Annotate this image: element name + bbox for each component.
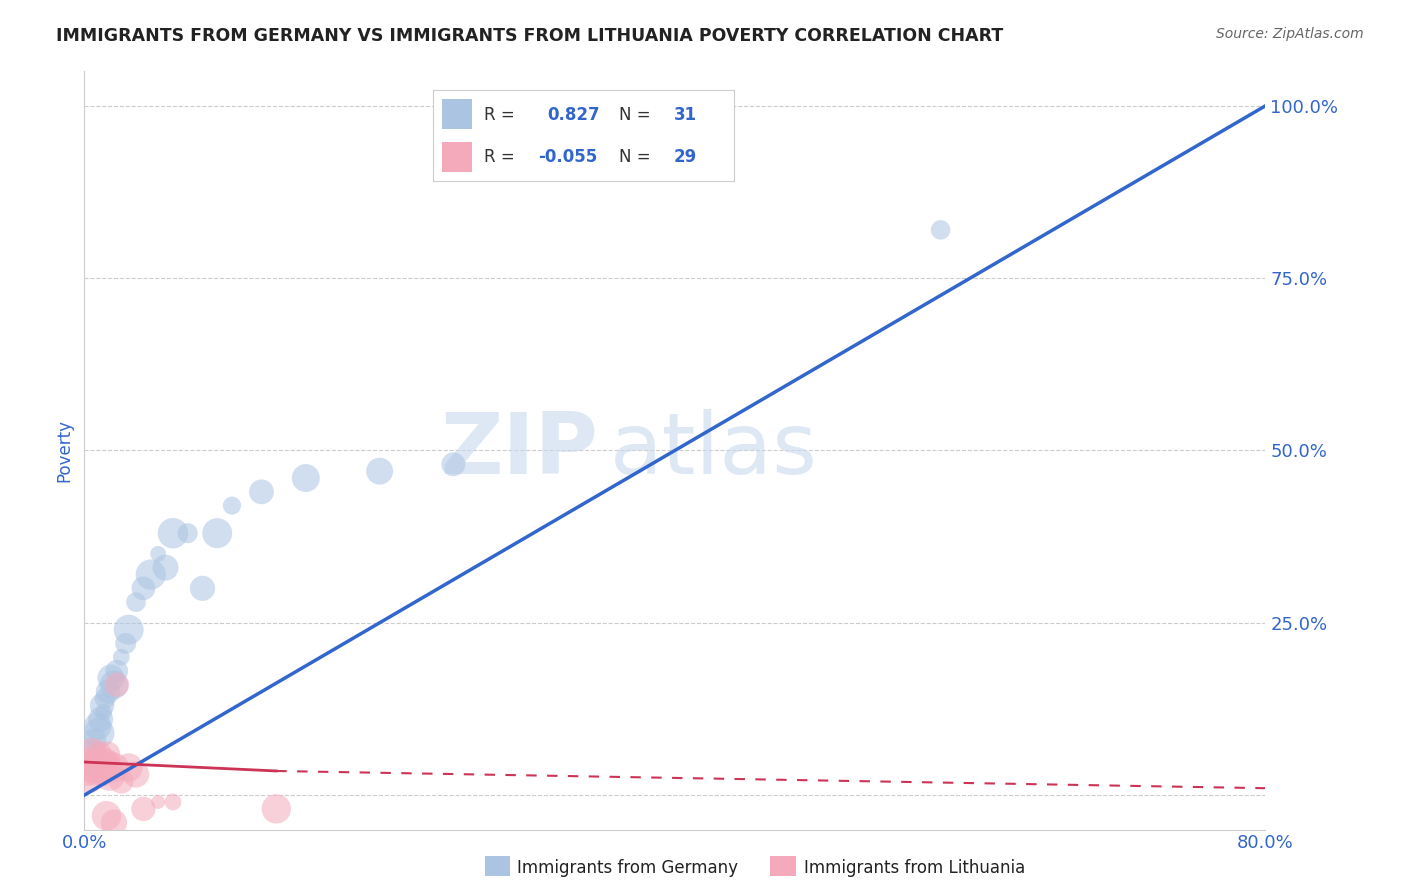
Point bbox=[91, 698, 114, 713]
Point bbox=[148, 795, 170, 809]
Point bbox=[93, 767, 115, 781]
Text: IMMIGRANTS FROM GERMANY VS IMMIGRANTS FROM LITHUANIA POVERTY CORRELATION CHART: IMMIGRANTS FROM GERMANY VS IMMIGRANTS FR… bbox=[56, 27, 1004, 45]
Point bbox=[105, 678, 128, 692]
Point bbox=[103, 760, 125, 774]
Point bbox=[125, 595, 148, 609]
Point bbox=[75, 754, 97, 768]
Point bbox=[94, 754, 117, 768]
Point bbox=[86, 719, 108, 733]
Point bbox=[266, 802, 288, 816]
Point bbox=[103, 815, 125, 830]
Point bbox=[82, 760, 104, 774]
Point bbox=[250, 484, 273, 499]
Point bbox=[110, 774, 132, 789]
Point bbox=[139, 567, 162, 582]
Point bbox=[84, 754, 107, 768]
Point bbox=[77, 760, 100, 774]
Point bbox=[77, 760, 100, 774]
Point bbox=[368, 464, 391, 478]
Point bbox=[162, 795, 184, 809]
Point bbox=[93, 706, 115, 720]
Point bbox=[191, 582, 214, 596]
Point bbox=[177, 526, 200, 541]
Point bbox=[295, 471, 318, 485]
Point bbox=[90, 754, 112, 768]
Point bbox=[97, 747, 120, 761]
Point bbox=[83, 733, 105, 747]
Point bbox=[87, 726, 111, 740]
Point bbox=[76, 767, 98, 781]
Point bbox=[96, 760, 118, 774]
Point bbox=[929, 223, 952, 237]
Point bbox=[162, 526, 184, 541]
Point bbox=[100, 671, 122, 685]
Point bbox=[207, 526, 229, 541]
Point bbox=[114, 636, 136, 650]
Text: ZIP: ZIP bbox=[440, 409, 598, 492]
Point bbox=[86, 760, 108, 774]
Point bbox=[79, 774, 101, 789]
Point bbox=[132, 802, 155, 816]
Text: Immigrants from Germany: Immigrants from Germany bbox=[517, 859, 738, 877]
Point bbox=[125, 767, 148, 781]
Point bbox=[91, 760, 114, 774]
Point bbox=[97, 684, 120, 698]
Point bbox=[110, 650, 132, 665]
Point bbox=[103, 678, 125, 692]
Point bbox=[155, 560, 177, 574]
Point bbox=[118, 760, 141, 774]
Point bbox=[132, 582, 155, 596]
Point bbox=[87, 747, 111, 761]
Point bbox=[94, 691, 117, 706]
Point bbox=[443, 457, 465, 471]
Point bbox=[100, 754, 122, 768]
Text: Source: ZipAtlas.com: Source: ZipAtlas.com bbox=[1216, 27, 1364, 41]
Point bbox=[80, 747, 103, 761]
Y-axis label: Poverty: Poverty bbox=[55, 419, 73, 482]
Point bbox=[96, 809, 118, 823]
Point bbox=[148, 547, 170, 561]
Point bbox=[90, 712, 112, 726]
Point bbox=[80, 747, 103, 761]
Point bbox=[83, 767, 105, 781]
Text: atlas: atlas bbox=[610, 409, 818, 492]
Point bbox=[105, 664, 128, 678]
Point bbox=[98, 767, 121, 781]
Point bbox=[221, 499, 243, 513]
Point bbox=[118, 623, 141, 637]
Text: Immigrants from Lithuania: Immigrants from Lithuania bbox=[804, 859, 1025, 877]
